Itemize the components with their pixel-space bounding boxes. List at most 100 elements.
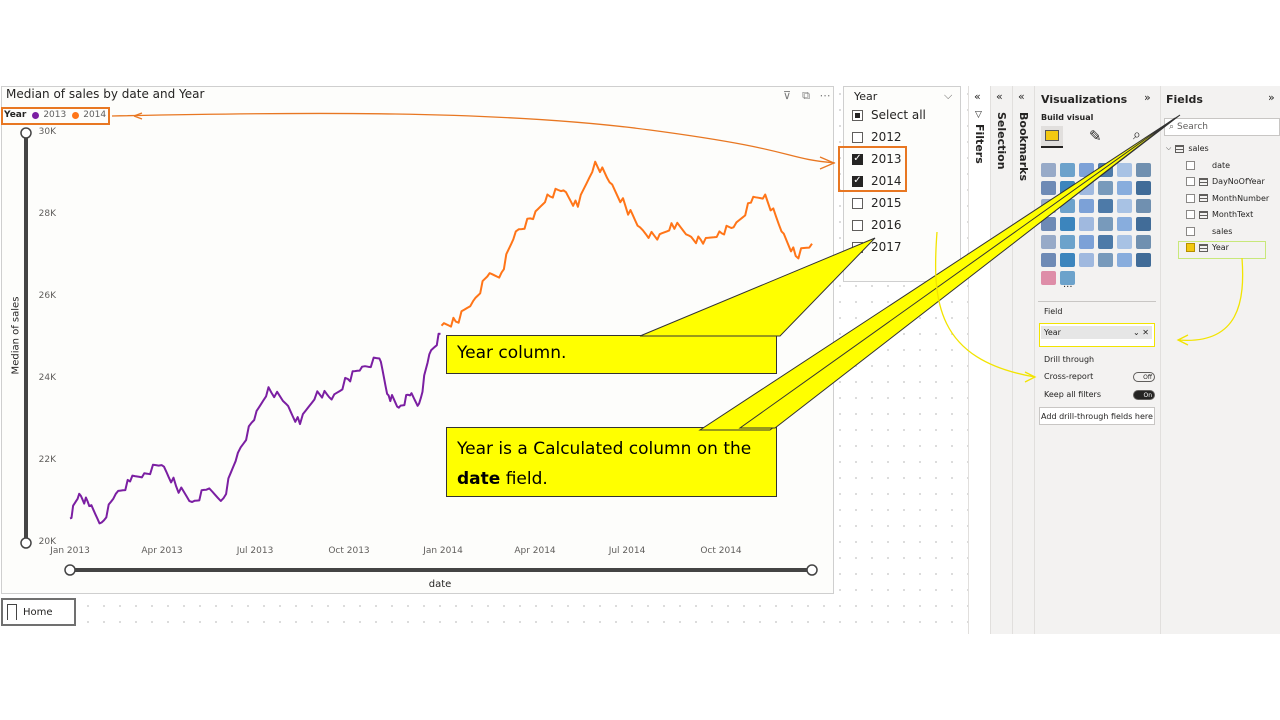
visual-type-icon[interactable]: [1041, 163, 1056, 177]
visual-type-icon[interactable]: [1041, 253, 1056, 267]
visual-type-icon[interactable]: [1079, 163, 1094, 177]
filters-pane-collapsed[interactable]: « ▽ Filters: [968, 86, 991, 634]
visual-type-icon[interactable]: [1041, 181, 1056, 195]
visual-type-icon[interactable]: [1117, 163, 1132, 177]
visual-type-icon[interactable]: [1079, 217, 1094, 231]
slicer-item-label: 2015: [871, 196, 902, 210]
visual-type-icon[interactable]: [1098, 235, 1113, 249]
collapse-icon[interactable]: »: [1268, 91, 1275, 104]
visual-type-icon[interactable]: [1041, 271, 1056, 285]
visual-type-icon[interactable]: [1041, 199, 1056, 213]
visual-type-icon[interactable]: [1041, 217, 1056, 231]
visual-type-icon[interactable]: [1079, 235, 1094, 249]
visual-type-icon[interactable]: [1079, 253, 1094, 267]
checkbox-icon[interactable]: [1186, 243, 1195, 252]
checkbox-icon[interactable]: [852, 109, 863, 121]
checkbox-icon[interactable]: [852, 241, 863, 253]
expand-icon[interactable]: «: [1018, 90, 1025, 103]
table-name: sales: [1188, 144, 1209, 153]
visual-type-icon[interactable]: [1136, 217, 1151, 231]
field-item-monthnumber[interactable]: MonthNumber: [1186, 193, 1269, 203]
visual-type-icon[interactable]: [1117, 199, 1132, 213]
visual-type-icon[interactable]: [1060, 163, 1075, 177]
visual-type-icon[interactable]: [1098, 253, 1113, 267]
format-visual-icon[interactable]: ✎: [1089, 127, 1102, 145]
visual-type-icon[interactable]: [1041, 235, 1056, 249]
checkbox-icon[interactable]: [852, 131, 863, 143]
visual-type-icon[interactable]: [1098, 199, 1113, 213]
x-zoom-slider-handle-right[interactable]: [806, 564, 818, 576]
visual-type-icon[interactable]: [1117, 181, 1132, 195]
slicer-item-label: 2012: [871, 130, 902, 144]
filter-icon: ▽: [975, 110, 982, 120]
y-zoom-slider-handle-top[interactable]: [20, 127, 32, 139]
legend-label-2014[interactable]: 2014: [83, 110, 107, 120]
page-tab-home[interactable]: Home: [1, 598, 76, 626]
field-label: date: [1212, 161, 1231, 170]
expand-icon[interactable]: «: [974, 90, 981, 103]
chevron-down-icon[interactable]: ⌄ ✕: [1133, 328, 1149, 337]
visual-type-icon[interactable]: [1136, 181, 1151, 195]
fields-search-input[interactable]: ⌕ Search: [1164, 118, 1280, 136]
bookmarks-pane-collapsed[interactable]: « Bookmarks: [1012, 86, 1035, 634]
series-line-2013[interactable]: [69, 332, 441, 525]
visual-type-icon[interactable]: [1098, 163, 1113, 177]
filter-icon[interactable]: ⊽: [782, 89, 792, 102]
visual-type-icon[interactable]: [1060, 217, 1075, 231]
checkbox-icon[interactable]: [852, 219, 863, 231]
keep-all-filters-toggle[interactable]: On: [1133, 390, 1155, 400]
visual-type-icon[interactable]: [1136, 253, 1151, 267]
series-line-2014[interactable]: [440, 160, 813, 328]
slicer-item-2017[interactable]: 2017: [852, 240, 902, 254]
focus-mode-icon[interactable]: ⧉: [802, 89, 810, 102]
visual-type-icon[interactable]: [1117, 235, 1132, 249]
visual-type-icon[interactable]: [1060, 199, 1075, 213]
build-visual-tab[interactable]: [1041, 126, 1063, 148]
legend-label-2013[interactable]: 2013: [43, 110, 67, 120]
table-row-sales[interactable]: ⌵ sales: [1166, 144, 1209, 153]
field-item-sales[interactable]: sales: [1186, 226, 1232, 236]
chevron-down-icon[interactable]: ⌵: [1166, 144, 1172, 152]
visual-type-icon[interactable]: [1060, 235, 1075, 249]
visual-type-icon[interactable]: [1098, 181, 1113, 195]
checkbox-icon[interactable]: [1186, 210, 1195, 220]
field-item-date[interactable]: date: [1186, 161, 1230, 170]
field-item-monthtext[interactable]: MonthText: [1186, 210, 1253, 220]
visual-type-icon[interactable]: [1079, 181, 1094, 195]
y-zoom-slider-handle-bottom[interactable]: [20, 537, 32, 549]
slicer-item-select-all[interactable]: Select all: [852, 108, 926, 122]
slicer-item-2016[interactable]: 2016: [852, 218, 902, 232]
checkbox-icon[interactable]: [1186, 193, 1195, 203]
field-item-daynoofyear[interactable]: DayNoOfYear: [1186, 177, 1265, 187]
visual-type-icon[interactable]: [1098, 217, 1113, 231]
more-visuals-icon[interactable]: ...: [1063, 279, 1073, 290]
field-item-year[interactable]: Year: [1186, 243, 1229, 252]
cross-report-label: Cross-report: [1044, 372, 1094, 381]
analytics-icon[interactable]: ⌕: [1133, 127, 1141, 143]
field-well-chip[interactable]: Year ⌄ ✕: [1041, 326, 1152, 339]
callout-calculated-column: Year is a Calculated column on the date …: [446, 427, 777, 497]
chevron-down-icon[interactable]: ⌵: [944, 89, 953, 102]
x-zoom-slider-handle-left[interactable]: [64, 564, 76, 576]
checkbox-icon[interactable]: [1186, 161, 1195, 170]
visual-type-icon[interactable]: [1060, 253, 1075, 267]
visual-type-icon[interactable]: [1117, 217, 1132, 231]
add-drill-through-fields-button[interactable]: Add drill-through fields here: [1039, 407, 1155, 425]
checkbox-icon[interactable]: [1186, 226, 1195, 236]
visual-type-icon[interactable]: [1060, 181, 1075, 195]
slicer-item-2012[interactable]: 2012: [852, 130, 902, 144]
checkbox-icon[interactable]: [852, 197, 863, 209]
visual-type-icon[interactable]: [1136, 235, 1151, 249]
visual-type-icon[interactable]: [1079, 199, 1094, 213]
checkbox-icon[interactable]: [1186, 177, 1195, 187]
collapse-icon[interactable]: »: [1144, 91, 1151, 104]
selection-pane-collapsed[interactable]: « Selection: [990, 86, 1013, 634]
expand-icon[interactable]: «: [996, 90, 1003, 103]
visual-type-icon[interactable]: [1136, 163, 1151, 177]
more-options-icon[interactable]: ⋯: [819, 89, 831, 102]
visual-type-icon[interactable]: [1117, 253, 1132, 267]
slicer-item-2015[interactable]: 2015: [852, 196, 902, 210]
cross-report-toggle[interactable]: Off: [1133, 372, 1155, 382]
visual-type-icon[interactable]: [1136, 199, 1151, 213]
search-placeholder: Search: [1177, 122, 1208, 132]
